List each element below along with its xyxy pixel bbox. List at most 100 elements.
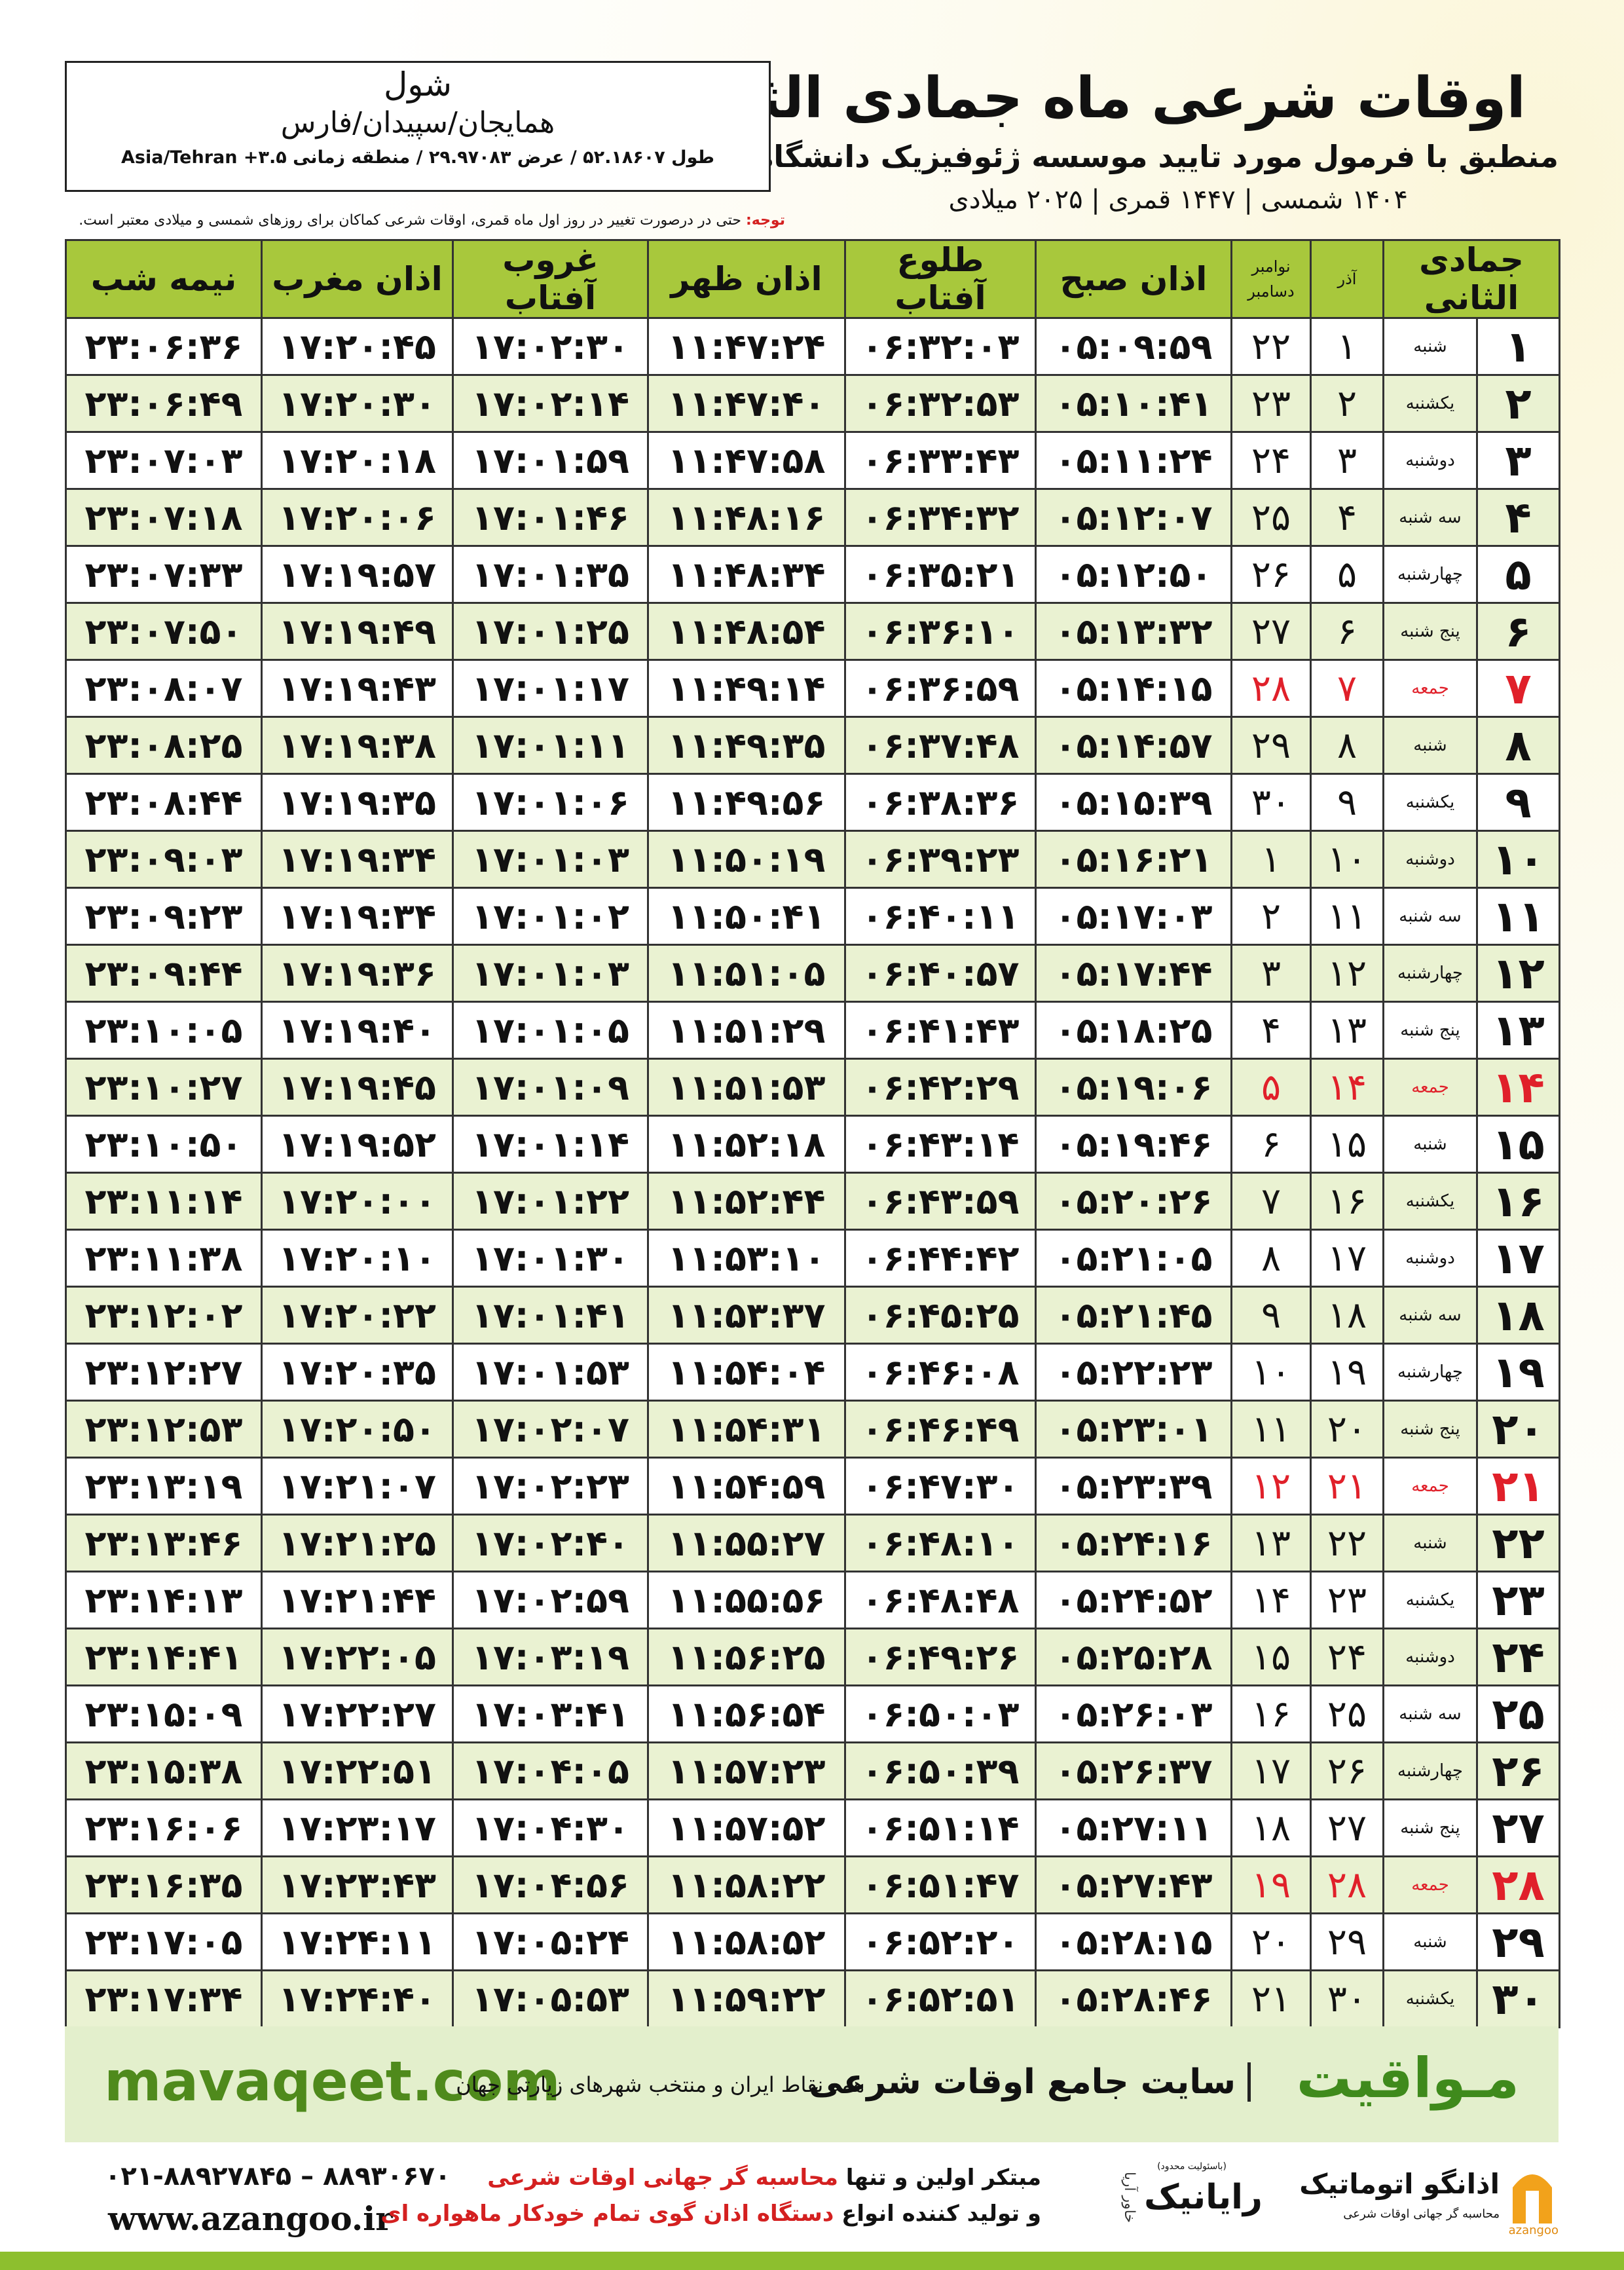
time-cell: ۱۱:۵۶:۲۵ [647,1628,846,1686]
azar-cell: ۴ [1310,488,1384,547]
time-cell: ۲۳:۱۶:۳۵ [65,1855,263,1914]
greg-cell: ۱۵ [1230,1628,1312,1686]
time-cell: ۱۷:۰۳:۴۱ [452,1684,649,1743]
time-cell: ۰۵:۲۴:۵۲ [1035,1571,1232,1629]
header-row: جمادی الثانی آذر نوامبر دسامبر اذان صبح ط… [65,239,1560,319]
website[interactable]: www.azangoo.ir [108,2199,393,2238]
table-row: ۲۹ شنبه ۲۹ ۲۰ ۰۵:۲۸:۱۵ ۰۶:۵۲:۲۰ ۱۱:۵۸:۵۲ ۱۷:۰۵:… [65,1912,1560,1971]
weekday-cell: جمعه [1382,1855,1478,1914]
bottom-bar [0,2252,1624,2270]
table-row: ۳ دوشنبه ۳ ۲۴ ۰۵:۱۱:۲۴ ۰۶:۳۳:۴۳ ۱۱:۴۷:۵۸ ۱۷:۰۱:… [65,431,1560,490]
time-cell: ۱۷:۲۰:۰۰ [261,1172,454,1231]
time-cell: ۱۷:۰۲:۰۷ [452,1400,649,1459]
hijri-cell: ۲۵ [1476,1684,1560,1743]
time-cell: ۰۵:۱۹:۴۶ [1035,1115,1232,1174]
coverage: همه نقاط ایران و منتخب شهرهای زیارتی جها… [456,2072,864,2097]
time-cell: ۱۷:۰۴:۰۵ [452,1741,649,1800]
time-cell: ۱۷:۲۱:۲۵ [261,1514,454,1572]
weekday-cell: یکشنبه [1382,773,1478,832]
time-cell: ۱۱:۴۸:۵۴ [647,602,846,661]
hijri-cell: ۲۸ [1476,1855,1560,1914]
greg-cell: ۵ [1230,1058,1312,1117]
time-cell: ۰۵:۲۷:۱۱ [1035,1798,1232,1857]
time-cell: ۱۱:۵۱:۲۹ [647,1001,846,1060]
azar-cell: ۲۱ [1310,1457,1384,1516]
greg-cell: ۱۴ [1230,1571,1312,1629]
logo-row: رایانیک خاور آریا [1113,2172,1270,2223]
coordinates: طول ۵۲.۱۸۶۰۷ / عرض ۲۹.۹۷۰۸۳ / منطقه زمان… [121,147,714,168]
hijri-cell: ۸ [1476,716,1560,775]
time-cell: ۲۳:۱۲:۵۳ [65,1400,263,1459]
azar-cell: ۲۴ [1310,1628,1384,1686]
hijri-cell: ۱۹ [1476,1343,1560,1402]
table-row: ۴ سه شنبه ۴ ۲۵ ۰۵:۱۲:۰۷ ۰۶:۳۴:۳۲ ۱۱:۴۸:۱۶ ۱۷:۰۱… [65,488,1560,547]
greg-cell: ۳ [1230,944,1312,1003]
time-cell: ۱۷:۰۱:۰۳ [452,944,649,1003]
time-cell: ۰۶:۴۳:۵۹ [844,1172,1037,1231]
greg-cell: ۸ [1230,1229,1312,1288]
table-row: ۳۰ یکشنبه ۳۰ ۲۱ ۰۵:۲۸:۴۶ ۰۶:۵۲:۵۱ ۱۱:۵۹:۲۲ ۱۷:۰… [65,1969,1560,2028]
greg-cell: ۴ [1230,1001,1312,1060]
time-cell: ۱۱:۵۶:۵۴ [647,1684,846,1743]
time-cell: ۲۳:۱۱:۱۴ [65,1172,263,1231]
time-cell: ۲۳:۱۳:۴۶ [65,1514,263,1572]
time-cell: ۰۵:۱۸:۲۵ [1035,1001,1232,1060]
azar-cell: ۸ [1310,716,1384,775]
greg-cell: ۲۲ [1230,317,1312,376]
time-cell: ۰۵:۲۸:۱۵ [1035,1912,1232,1971]
note-text: حتی در درصورت تغییر در روز اول ماه قمری،… [79,212,741,229]
time-cell: ۱۷:۲۰:۳۰ [261,374,454,433]
header-text: نوامبر [1251,257,1291,276]
time-cell: ۱۷:۲۴:۱۱ [261,1912,454,1971]
time-cell: ۱۷:۲۲:۲۷ [261,1684,454,1743]
time-cell: ۱۷:۰۴:۵۶ [452,1855,649,1914]
time-cell: ۰۶:۴۳:۱۴ [844,1115,1037,1174]
time-cell: ۱۷:۰۳:۱۹ [452,1628,649,1686]
greg-cell: ۲۵ [1230,488,1312,547]
phone: ۰۲۱-۸۸۹۲۷۸۴۵ – ۸۸۹۳۰۶۷۰ [105,2161,451,2191]
time-cell: ۱۱:۴۷:۴۰ [647,374,846,433]
time-cell: ۱۷:۰۵:۲۴ [452,1912,649,1971]
time-cell: ۱۷:۱۹:۳۴ [261,830,454,889]
header-cell: نوامبر دسامبر [1230,239,1312,319]
slogan: سایت جامع اوقات شرعی [809,2062,1251,2102]
weekday-cell: جمعه [1382,1058,1478,1117]
hijri-cell: ۲۶ [1476,1741,1560,1800]
time-cell: ۰۵:۰۹:۵۹ [1035,317,1232,376]
azar-cell: ۲۵ [1310,1684,1384,1743]
weekday-cell: دوشنبه [1382,1628,1478,1686]
table-row: ۲۳ یکشنبه ۲۳ ۱۴ ۰۵:۲۴:۵۲ ۰۶:۴۸:۴۸ ۱۱:۵۵:۵۶ ۱۷:۰… [65,1571,1560,1629]
hijri-cell: ۱۶ [1476,1172,1560,1231]
time-cell: ۰۶:۴۹:۲۶ [844,1628,1037,1686]
weekday-cell: دوشنبه [1382,830,1478,889]
time-cell: ۱۷:۰۱:۰۵ [452,1001,649,1060]
greg-cell: ۲۳ [1230,374,1312,433]
time-cell: ۰۶:۵۰:۰۳ [844,1684,1037,1743]
site-url[interactable]: mavaqeet.com [104,2049,561,2113]
time-cell: ۱۷:۰۱:۲۲ [452,1172,649,1231]
dates: ۱۴۰۴ شمسی | ۱۴۴۷ قمری | ۲۰۲۵ میلادی [948,185,1408,215]
table-row: ۲ یکشنبه ۲ ۲۳ ۰۵:۱۰:۴۱ ۰۶:۳۲:۵۳ ۱۱:۴۷:۴۰ ۱۷:۰۲:… [65,374,1560,433]
table-row: ۱۶ یکشنبه ۱۶ ۷ ۰۵:۲۰:۲۶ ۰۶:۴۳:۵۹ ۱۱:۵۲:۴۴ ۱۷:۰۱… [65,1172,1560,1231]
time-cell: ۱۷:۲۰:۰۶ [261,488,454,547]
city: شول [383,65,452,103]
weekday-cell: یکشنبه [1382,1571,1478,1629]
time-cell: ۲۳:۱۲:۰۲ [65,1286,263,1345]
time-cell: ۰۵:۲۲:۲۳ [1035,1343,1232,1402]
azar-cell: ۲۶ [1310,1741,1384,1800]
time-cell: ۰۵:۲۱:۰۵ [1035,1229,1232,1288]
hijri-cell: ۲۲ [1476,1514,1560,1572]
time-cell: ۰۶:۴۷:۳۰ [844,1457,1037,1516]
time-cell: ۱۷:۱۹:۳۴ [261,887,454,946]
greg-cell: ۲۶ [1230,545,1312,604]
time-cell: ۱۱:۵۰:۱۹ [647,830,846,889]
weekday-cell: شنبه [1382,716,1478,775]
header-text: دسامبر [1247,282,1295,301]
logo-text: azangoo [1508,2223,1559,2237]
table-body: ۱ شنبه ۱ ۲۲ ۰۵:۰۹:۵۹ ۰۶:۳۲:۰۳ ۱۱:۴۷:۲۴ ۱۷:۰۲:۳۰… [65,317,1560,2028]
time-cell: ۱۷:۲۰:۳۵ [261,1343,454,1402]
time-cell: ۱۱:۴۷:۲۴ [647,317,846,376]
time-cell: ۱۱:۵۴:۰۴ [647,1343,846,1402]
time-cell: ۲۳:۱۰:۰۵ [65,1001,263,1060]
